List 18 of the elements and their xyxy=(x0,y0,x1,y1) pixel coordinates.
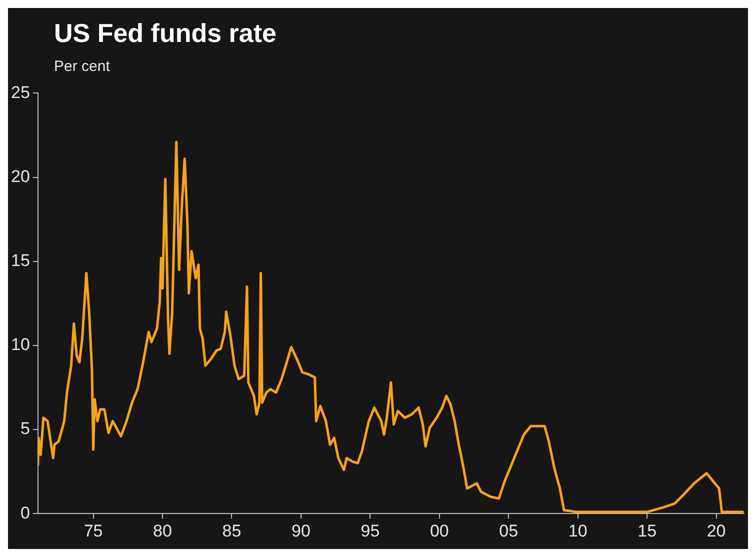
x-tick-label: 05 xyxy=(499,521,518,540)
x-tick-label: 10 xyxy=(568,521,588,540)
y-tick-label: 15 xyxy=(10,251,30,270)
y-tick-label: 5 xyxy=(20,419,30,438)
x-tick-label: 95 xyxy=(360,521,380,540)
x-tick-label: 85 xyxy=(222,521,242,540)
x-tick-label: 80 xyxy=(153,521,172,540)
x-tick-label: 90 xyxy=(292,521,310,540)
x-tick-label: 15 xyxy=(638,521,657,540)
y-tick-label: 10 xyxy=(10,335,30,354)
y-tick-label: 20 xyxy=(10,166,30,186)
x-tick-label: 20 xyxy=(706,521,726,540)
chart-title: US Fed funds rate xyxy=(54,18,276,49)
y-tick-label: 0 xyxy=(20,503,30,522)
x-tick-label: 00 xyxy=(430,521,449,540)
y-tick-label: 25 xyxy=(10,82,30,102)
x-tick-label: 75 xyxy=(84,521,103,540)
y-axis-title: Per cent xyxy=(54,58,110,75)
